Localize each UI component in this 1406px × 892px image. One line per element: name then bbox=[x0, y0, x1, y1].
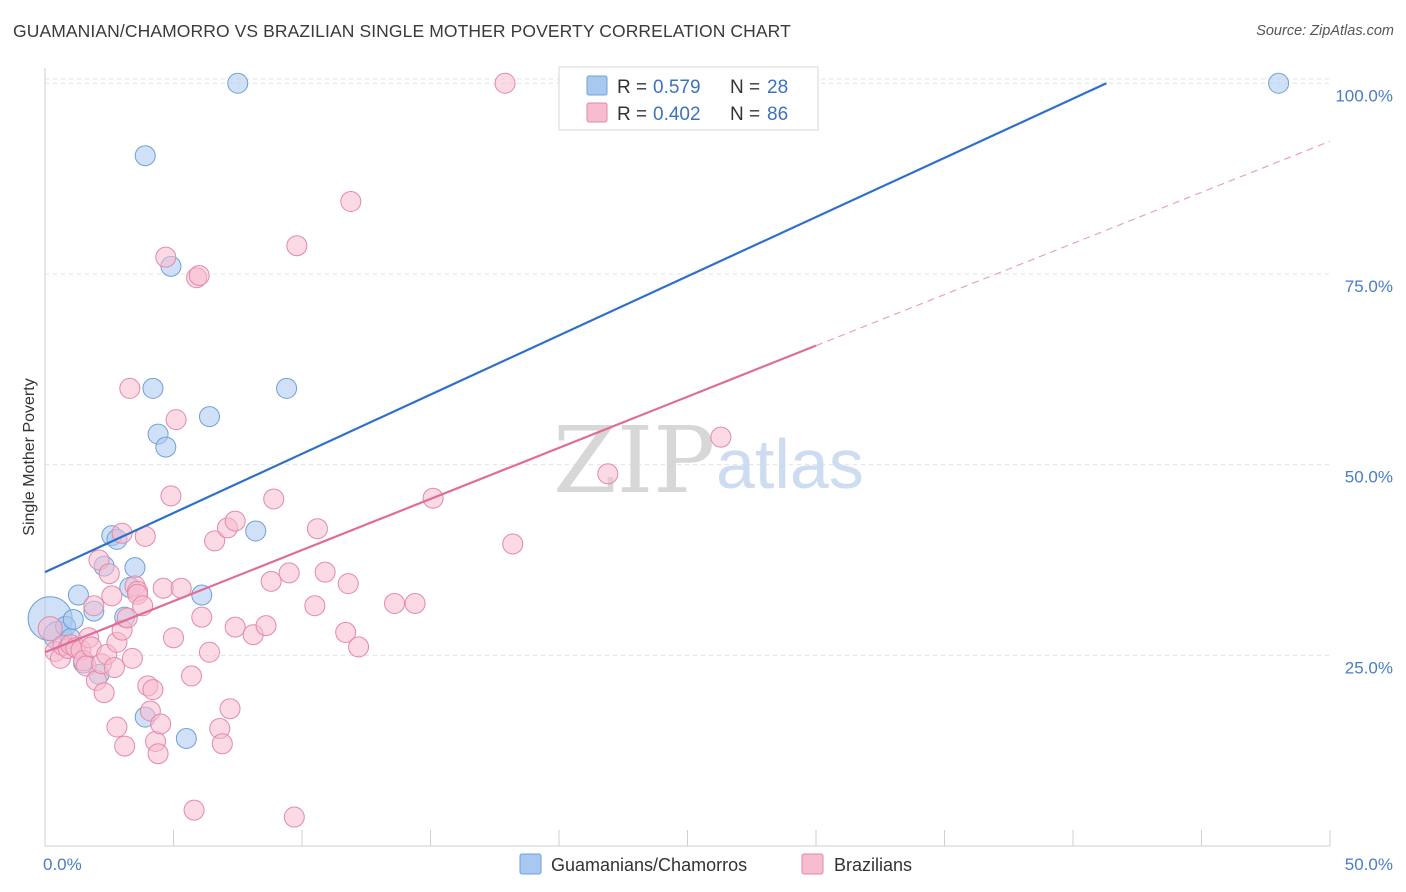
brazilian-point bbox=[494, 72, 516, 94]
brazilian-point bbox=[163, 627, 184, 649]
guamanian-point bbox=[198, 406, 220, 428]
legend-swatch-guamanian bbox=[586, 75, 608, 96]
brazilian-point bbox=[180, 665, 202, 687]
brazilian-point bbox=[198, 641, 220, 663]
guamanian-point bbox=[124, 557, 146, 579]
y-tick-label: 75.0% bbox=[1345, 277, 1393, 296]
brazilian-point bbox=[37, 616, 63, 642]
guamanian-point bbox=[175, 727, 197, 749]
brazilian-point bbox=[103, 657, 125, 679]
brazilian-point bbox=[101, 585, 123, 607]
legend-n-value-guamanian: 28 bbox=[767, 77, 788, 98]
brazilian-point bbox=[337, 573, 359, 595]
brazilian-point bbox=[152, 577, 174, 599]
brazilian-point bbox=[502, 533, 524, 555]
brazilian-point bbox=[93, 682, 115, 704]
legend-r-label-guamanian: R = bbox=[617, 77, 647, 98]
guamanian-point bbox=[142, 377, 164, 399]
brazilian-point bbox=[384, 592, 406, 614]
brazilian-point bbox=[263, 488, 285, 510]
watermark: ZIP atlas bbox=[553, 407, 864, 514]
brazilian-point bbox=[286, 235, 308, 257]
brazilian-point bbox=[183, 799, 205, 821]
brazilian-point bbox=[306, 518, 328, 540]
legend-r-value-brazilian: 0.402 bbox=[653, 104, 701, 125]
brazilian-point bbox=[597, 463, 619, 485]
y-tick-label: 100.0% bbox=[1335, 86, 1393, 105]
guamanian-trend-line bbox=[44, 82, 1107, 574]
guamanian-point bbox=[67, 584, 89, 606]
legend-n-value-brazilian: 86 bbox=[767, 104, 788, 125]
guamanian-point bbox=[62, 608, 84, 630]
brazilian-point bbox=[191, 606, 213, 628]
y-axis-title: Single Mother Poverty bbox=[21, 378, 38, 535]
trend-lines bbox=[44, 82, 1331, 654]
bottom-legend-label-guamanian: Guamanians/Chamorros bbox=[551, 855, 747, 875]
guamanian-point bbox=[245, 520, 267, 542]
brazilian-point bbox=[224, 510, 246, 532]
brazilian-point bbox=[116, 607, 138, 629]
watermark-atlas: atlas bbox=[716, 425, 864, 503]
correlation-legend: R = 0.579 N = 28 R = 0.402 N = 86 bbox=[558, 66, 819, 131]
brazilian-point bbox=[404, 592, 426, 614]
brazilian-point bbox=[160, 485, 182, 507]
chart-source: Source: ZipAtlas.com bbox=[1256, 23, 1394, 39]
y-tick-label: 25.0% bbox=[1345, 658, 1393, 677]
legend-swatch-brazilian bbox=[586, 102, 608, 123]
brazilian-point bbox=[98, 563, 120, 585]
brazilian-point bbox=[278, 562, 300, 584]
brazilian-point bbox=[106, 716, 128, 738]
brazilian-point bbox=[224, 616, 246, 638]
bottom-legend-swatch-brazilian bbox=[801, 853, 824, 875]
brazilian-point bbox=[335, 621, 357, 643]
brazilian-point bbox=[188, 264, 210, 286]
legend-n-label-guamanian: N = bbox=[730, 77, 760, 98]
brazilian-point bbox=[255, 615, 277, 637]
brazilian-point bbox=[348, 636, 370, 658]
brazilian-point bbox=[121, 647, 143, 669]
y-tick-label: 50.0% bbox=[1345, 468, 1393, 487]
brazilian-point bbox=[283, 806, 305, 828]
bottom-legend-swatch-guamanian bbox=[519, 853, 542, 875]
brazilian-point bbox=[340, 190, 362, 212]
x-tick-label-max: 50.0% bbox=[1345, 855, 1393, 874]
brazilian-point bbox=[204, 530, 226, 552]
chart-title: GUAMANIAN/CHAMORRO VS BRAZILIAN SINGLE M… bbox=[13, 21, 791, 41]
x-tick-labels: 0.0% 50.0% bbox=[43, 855, 1393, 874]
brazilian-point bbox=[147, 743, 169, 765]
data-points bbox=[27, 72, 1290, 828]
brazilian-point bbox=[142, 679, 164, 701]
guamanian-point bbox=[276, 377, 298, 399]
y-tick-labels: 25.0% 50.0% 75.0% 100.0% bbox=[1335, 86, 1393, 677]
bottom-legend-label-brazilian: Brazilians bbox=[834, 855, 912, 875]
legend-r-value-guamanian: 0.579 bbox=[653, 77, 701, 98]
brazilian-point bbox=[119, 377, 141, 399]
guamanian-point bbox=[1268, 72, 1290, 94]
brazilian-point bbox=[150, 713, 172, 735]
legend-n-label-brazilian: N = bbox=[730, 104, 760, 125]
brazilian-point bbox=[219, 698, 241, 720]
brazilian-point bbox=[710, 426, 732, 448]
brazilian-point bbox=[83, 595, 105, 617]
brazilian-point bbox=[304, 595, 326, 617]
series-legend: Guamanians/Chamorros Brazilians bbox=[519, 853, 912, 875]
brazilian-point bbox=[211, 733, 233, 755]
brazilian-point bbox=[165, 409, 187, 431]
brazilian-point bbox=[260, 570, 282, 592]
watermark-zip: ZIP bbox=[553, 407, 715, 514]
brazilian-point bbox=[155, 246, 177, 268]
brazilian-trend-line bbox=[44, 344, 817, 654]
guamanian-point bbox=[134, 145, 156, 167]
brazilian-point bbox=[314, 561, 336, 583]
brazilian-trend-extension bbox=[815, 140, 1331, 347]
guamanian-point bbox=[155, 436, 177, 458]
axes bbox=[44, 68, 1330, 847]
legend-r-label-brazilian: R = bbox=[617, 104, 647, 125]
x-tick-label-min: 0.0% bbox=[43, 855, 82, 874]
guamanian-point bbox=[227, 72, 249, 94]
brazilian-point bbox=[114, 735, 136, 757]
